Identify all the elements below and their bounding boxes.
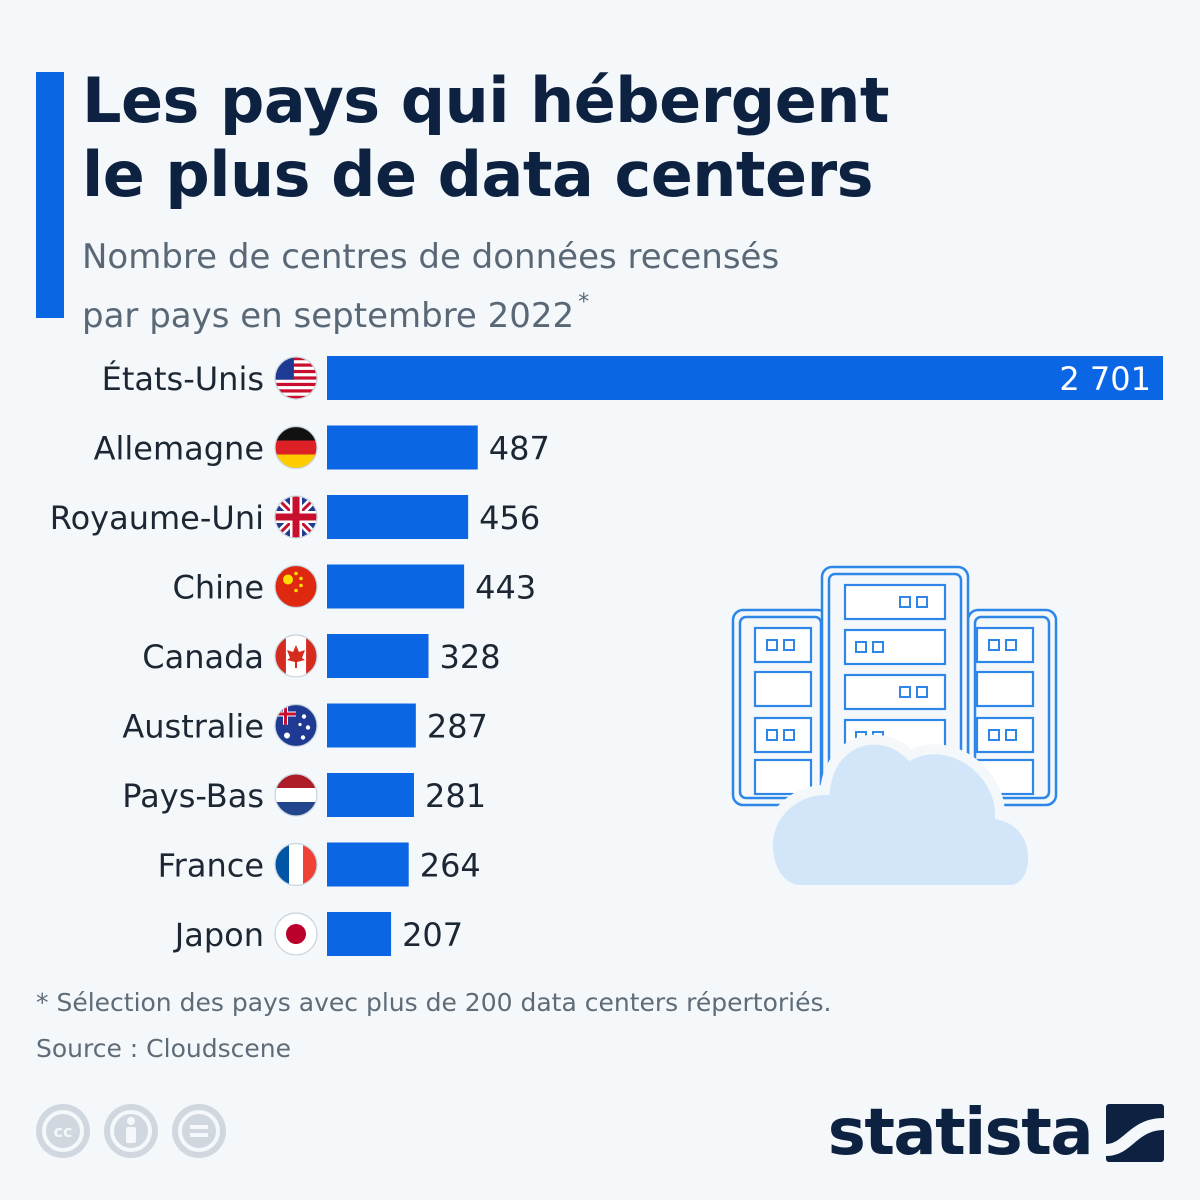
statista-logo[interactable]: statista (828, 1098, 1164, 1168)
data-label: 207 (402, 916, 463, 954)
bar-chart: États-Unis 2 701 Allemagne 487 Royaume-Uni 45… (50, 356, 1163, 956)
footnote: * Sélection des pays avec plus de 200 da… (36, 988, 832, 1017)
category-label: France (158, 847, 264, 885)
china-flag-icon (275, 565, 317, 608)
canada-flag-icon (275, 635, 317, 677)
chart-row: Royaume-Uni 456 (50, 495, 540, 539)
svg-text:cc: cc (54, 1122, 73, 1141)
cloud-icon (762, 734, 1039, 895)
category-label: Pays-Bas (122, 777, 264, 815)
category-label: Chine (173, 569, 264, 607)
creative-commons-icon[interactable]: cc (36, 1104, 90, 1158)
license-icons: cc (36, 1104, 226, 1158)
uk-flag-icon (275, 496, 317, 538)
bar (327, 842, 409, 887)
attribution-icon[interactable] (104, 1104, 158, 1158)
chart-row: Canada 328 (142, 634, 501, 678)
australia-flag-icon (275, 704, 317, 747)
category-label: Royaume-Uni (50, 499, 264, 537)
title-line-1: Les pays qui hébergent (82, 64, 890, 137)
bar (327, 425, 478, 470)
chart-row: États-Unis 2 701 (102, 356, 1163, 400)
statista-logo-icon (1106, 1104, 1164, 1162)
bar (327, 564, 465, 609)
chart-row: Pays-Bas 281 (122, 773, 486, 817)
category-label: États-Unis (102, 360, 264, 398)
bar (327, 634, 429, 678)
data-label: 456 (479, 499, 540, 537)
category-label: Canada (142, 638, 264, 676)
bar (327, 356, 1163, 400)
data-label: 2 701 (1059, 360, 1151, 398)
netherlands-flag-icon (275, 774, 317, 816)
data-label: 264 (420, 847, 481, 885)
subtitle-footnote-mark: * (578, 290, 590, 315)
japan-flag-icon (275, 913, 317, 955)
data-label: 281 (425, 777, 486, 815)
chart-title: Les pays qui hébergent le plus de data c… (82, 64, 890, 212)
category-label: Allemagne (94, 430, 264, 468)
bar (327, 703, 416, 748)
chart-row: Chine 443 (173, 564, 536, 609)
subtitle-line-1: Nombre de centres de données recensés (82, 237, 780, 277)
title-line-2: le plus de data centers (82, 138, 874, 211)
data-label: 487 (489, 430, 550, 468)
chart-row: Japon 207 (173, 912, 463, 956)
category-label: Japon (173, 916, 264, 954)
germany-flag-icon (275, 426, 317, 469)
us-flag-icon (275, 357, 317, 399)
brand-wordmark: statista (827, 1096, 1094, 1170)
title-accent-bar (36, 72, 64, 318)
server-rack-right (966, 608, 1058, 807)
data-label: 443 (475, 569, 536, 607)
data-label: 287 (427, 708, 488, 746)
server-cloud-illustration (731, 565, 1058, 895)
chart-subtitle: Nombre de centres de données recensés pa… (82, 234, 902, 339)
data-label: 328 (440, 638, 501, 676)
bar (327, 495, 469, 539)
chart-row: Australie 287 (122, 703, 488, 748)
france-flag-icon (275, 843, 317, 886)
bar (327, 773, 414, 817)
subtitle-line-2: par pays en septembre 2022 (82, 296, 575, 336)
server-rack-left (731, 608, 830, 807)
chart-row: Allemagne 487 (94, 425, 550, 470)
source-note: Source : Cloudscene (36, 1034, 291, 1063)
bar (327, 912, 392, 956)
chart-row: France 264 (158, 842, 481, 887)
category-label: Australie (122, 708, 264, 746)
no-derivatives-icon[interactable] (172, 1104, 226, 1158)
